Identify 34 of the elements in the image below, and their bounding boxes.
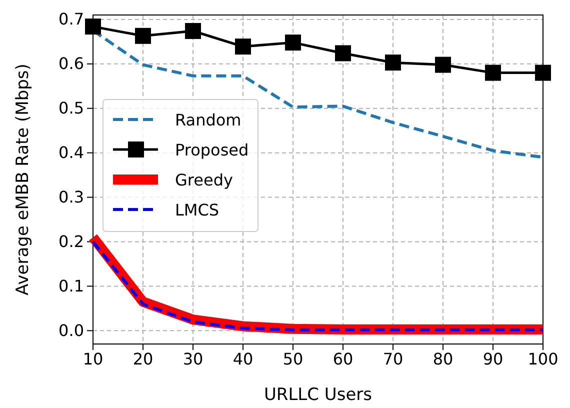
- y-tick-label: 0.1: [58, 276, 84, 296]
- x-tick-label: 60: [332, 349, 354, 368]
- x-tick-label: 50: [282, 349, 304, 368]
- point: [135, 28, 151, 44]
- point: [335, 45, 351, 62]
- x-tick-label: 30: [182, 349, 204, 368]
- x-tick-label: 20: [132, 349, 154, 368]
- legend-label: Proposed: [175, 140, 249, 160]
- point: [385, 54, 401, 71]
- point: [285, 34, 301, 51]
- y-tick-label: 0.7: [58, 10, 84, 29]
- x-tick-label: 40: [232, 349, 254, 368]
- y-tick-label: 0.5: [58, 98, 84, 118]
- x-axis-title: URLLC Users: [264, 385, 372, 405]
- point: [185, 23, 201, 40]
- legend-label: Greedy: [175, 170, 233, 190]
- y-tick-label: 0.3: [58, 187, 84, 206]
- x-tick-label: 10: [82, 349, 104, 368]
- x-tick-label: 90: [482, 349, 504, 368]
- x-tick-label: 70: [382, 349, 404, 368]
- y-axis-title: Average eMBB Rate (Mbps): [13, 64, 33, 296]
- point: [485, 64, 501, 81]
- point: [435, 56, 451, 73]
- point: [535, 64, 551, 81]
- y-tick-label: 0.2: [58, 232, 84, 251]
- y-tick-label: 0.4: [58, 142, 84, 162]
- x-tick-label: 100: [528, 349, 558, 368]
- point: [235, 38, 251, 55]
- y-tick-label: 0.6: [58, 54, 84, 74]
- legend-label: Random: [175, 110, 242, 130]
- x-tick-label: 80: [432, 349, 454, 368]
- point: [85, 18, 101, 35]
- y-tick-label: 0.0: [58, 320, 84, 340]
- legend-label: LMCS: [175, 200, 220, 220]
